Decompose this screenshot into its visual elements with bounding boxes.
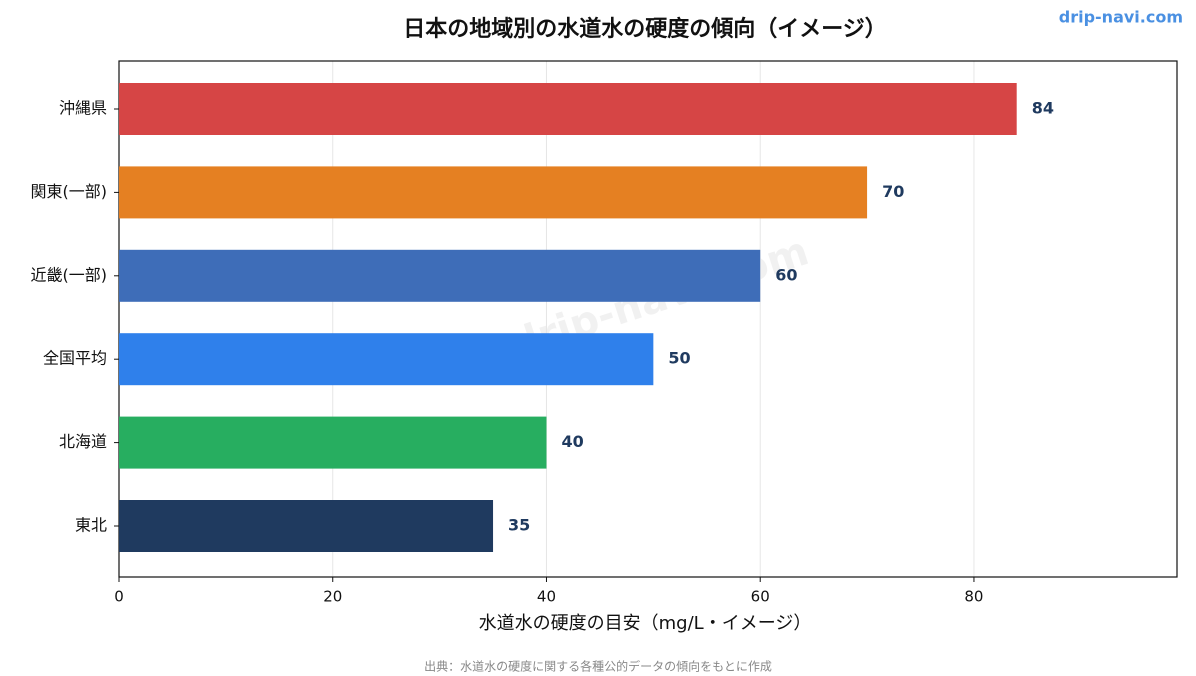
x-tick-label: 40 xyxy=(537,588,556,606)
bar xyxy=(119,500,494,552)
value-label: 40 xyxy=(561,432,583,451)
y-tick-label: 関東(一部) xyxy=(31,182,108,201)
y-tick-label: 沖縄県 xyxy=(59,99,107,118)
bar xyxy=(119,166,868,219)
chart-title: 日本の地域別の水道水の硬度の傾向（イメージ） xyxy=(403,16,887,42)
y-tick-label: 近畿(一部) xyxy=(31,265,108,284)
value-label: 35 xyxy=(508,516,530,535)
y-tick-label: 全国平均 xyxy=(43,349,107,368)
x-tick-label: 20 xyxy=(323,588,342,606)
x-tick-label: 60 xyxy=(751,588,770,606)
bar xyxy=(119,333,654,386)
source-note: 出典：水道水の硬度に関する各種公的データの傾向をもとに作成 xyxy=(424,659,772,674)
x-axis-label: 水道水の硬度の目安（mg/L・イメージ） xyxy=(479,613,812,634)
value-label: 60 xyxy=(775,265,797,284)
value-label: 50 xyxy=(668,349,690,368)
bar xyxy=(119,416,547,469)
value-label: 84 xyxy=(1032,99,1054,118)
y-tick-label: 北海道 xyxy=(59,432,107,451)
x-tick-label: 80 xyxy=(964,588,983,606)
brand: drip-navi.com xyxy=(1059,8,1183,27)
value-label: 70 xyxy=(882,182,904,201)
x-tick-label: 0 xyxy=(114,588,124,606)
y-tick-label: 東北 xyxy=(75,516,107,535)
plot-frame xyxy=(118,60,1178,578)
bar xyxy=(119,83,1017,135)
bar xyxy=(119,249,761,302)
